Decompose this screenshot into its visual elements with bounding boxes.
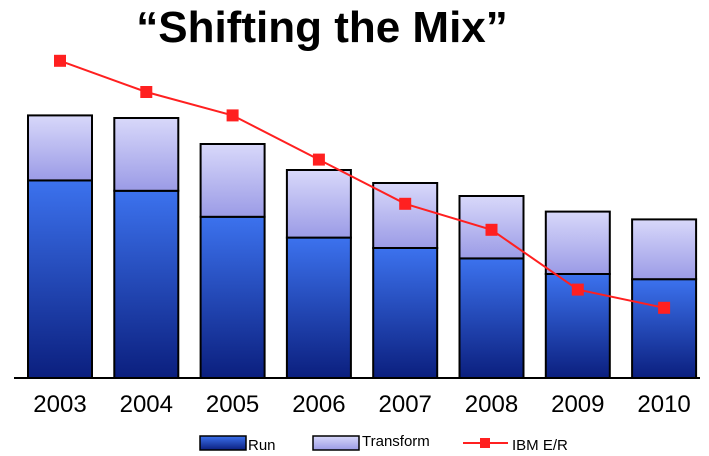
line-ibm-er [59, 59, 665, 309]
legend-item-run: Run [199, 435, 276, 454]
bar-run-2005 [199, 215, 266, 379]
bar-run-2007 [372, 247, 439, 379]
legend-label-run: Run [248, 437, 276, 454]
point-ibm-er-2007 [399, 197, 412, 210]
point-ibm-er-2003 [54, 54, 66, 67]
x-tick-2005: 2005 [206, 391, 259, 418]
point-ibm-er-2008 [485, 223, 498, 236]
x-tick-2008: 2008 [465, 391, 518, 418]
legend-label-transform: Transform [362, 433, 430, 450]
x-tick-labels: 2003 2004 2005 2006 2007 2008 2009 2010 [33, 391, 690, 418]
bar-transform-2004 [113, 117, 180, 192]
point-ibm-er-2006 [312, 153, 325, 166]
x-tick-2009: 2009 [551, 391, 604, 418]
x-tick-2007: 2007 [379, 391, 432, 418]
chart-title: “Shifting the Mix” [136, 3, 508, 52]
x-tick-2006: 2006 [292, 391, 345, 418]
x-tick-2003: 2003 [33, 391, 86, 418]
legend-swatch-transform [312, 435, 360, 451]
point-ibm-er-2004 [140, 86, 153, 98]
bar-transform-2009 [544, 210, 611, 276]
bars-layer [27, 114, 698, 380]
legend-item-transform: Transform [312, 433, 430, 451]
legend-swatch-run [199, 435, 247, 451]
bar-transform-2006 [285, 169, 352, 239]
bar-run-2008 [458, 257, 525, 379]
x-tick-2004: 2004 [120, 391, 173, 418]
bar-transform-2010 [631, 218, 698, 281]
point-ibm-er-2010 [658, 301, 671, 314]
bar-run-2004 [113, 189, 180, 379]
legend-label-ibm-er: IBM E/R [512, 437, 568, 454]
bar-transform-2005 [199, 143, 266, 218]
line-layer [54, 54, 671, 314]
point-ibm-er-2005 [226, 109, 239, 122]
point-ibm-er-2009 [571, 283, 584, 296]
x-tick-2010: 2010 [637, 391, 690, 418]
legend-marker-ibm-er [480, 438, 490, 448]
bar-run-2010 [631, 278, 698, 380]
legend-item-ibm-er: IBM E/R [463, 437, 568, 454]
bar-run-2006 [285, 236, 352, 379]
bar-transform-2003 [27, 114, 93, 182]
bar-run-2003 [27, 179, 93, 379]
legend: Run Transform IBM E/R [199, 433, 568, 454]
